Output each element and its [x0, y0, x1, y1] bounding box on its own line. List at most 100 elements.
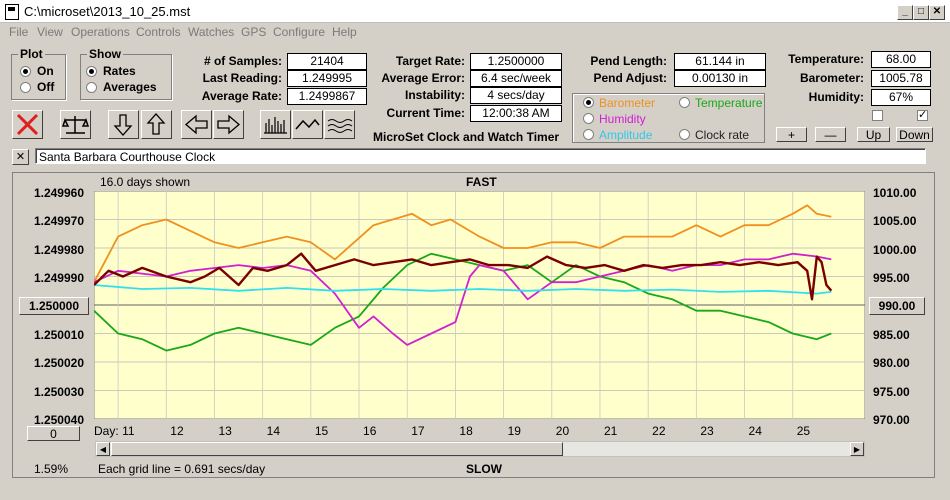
amplitude-option: Amplitude — [599, 128, 653, 142]
left-tick-label: 1.250020 — [33, 356, 84, 370]
right-checkbox[interactable]: ✓ — [917, 109, 928, 121]
chart-plot-area — [94, 191, 865, 419]
humidity-radio[interactable] — [583, 113, 594, 124]
menu-view[interactable]: View — [37, 25, 63, 39]
right-tick-label: 970.00 — [873, 413, 910, 427]
grid-note: Each grid line = 0.691 secs/day — [98, 462, 266, 476]
left-tick-label: 1.249990 — [33, 271, 84, 285]
smooth-wave-icon — [327, 119, 353, 133]
day-tick-label: 11 — [122, 424, 135, 438]
barometer-radio[interactable] — [583, 97, 594, 108]
clock-rate-radio[interactable] — [679, 129, 690, 140]
show-group: Show — [80, 47, 172, 100]
pend-length-value: 61.144 in — [674, 53, 766, 70]
right-tick-label: 995.00 — [873, 271, 910, 285]
left-checkbox[interactable] — [872, 110, 883, 121]
histogram-icon — [264, 117, 287, 134]
center-baro-button[interactable]: 990.00 — [869, 297, 925, 315]
menu-configure[interactable]: Configure — [273, 25, 326, 39]
arrow-right-icon — [217, 114, 241, 135]
arrow-down-icon — [113, 114, 133, 136]
menu-watches[interactable]: Watches — [188, 25, 235, 39]
horizontal-scrollbar[interactable]: ◀ ▶ — [95, 441, 865, 457]
aux-options-box — [572, 93, 765, 143]
show-averages-radio[interactable] — [86, 82, 97, 93]
menu-help[interactable]: Help — [332, 25, 357, 39]
show-rates-label: Rates — [103, 64, 136, 78]
red-x-icon — [16, 113, 39, 136]
plus-button[interactable]: + — [776, 127, 807, 142]
rate-down-button[interactable] — [108, 110, 139, 139]
current-time-label: Current Time: — [386, 106, 465, 120]
pend-adjust-label: Pend Adjust: — [593, 71, 667, 85]
day-tick-label: 13 — [218, 424, 232, 438]
smooth-view-button[interactable] — [324, 110, 355, 139]
arrow-left-icon — [184, 114, 208, 135]
rate-up-button[interactable] — [141, 110, 172, 139]
app-subtitle: MicroSet Clock and Watch Timer — [373, 130, 560, 144]
average-error-value: 6.4 sec/week — [470, 70, 562, 87]
fast-label: FAST — [466, 175, 497, 189]
target-rate-value: 1.2500000 — [470, 53, 562, 70]
up-button[interactable]: Up — [857, 127, 890, 142]
down-button[interactable]: Down — [896, 127, 933, 142]
right-tick-label: 980.00 — [873, 356, 910, 370]
menu-gps[interactable]: GPS — [241, 25, 267, 39]
day-tick-label: 15 — [314, 424, 329, 438]
chart-frame — [12, 172, 935, 478]
temperature-label: Temperature: — [788, 52, 864, 66]
series-line-temperature — [94, 252, 832, 352]
scroll-right-button[interactable] — [213, 110, 244, 139]
instability-value: 4 secs/day — [470, 87, 562, 104]
clock-name-text: Santa Barbara Courthouse Clock — [39, 150, 216, 164]
scroll-right-arrow[interactable]: ▶ — [850, 442, 864, 456]
day-tick-label: 23 — [700, 424, 714, 438]
day-tick-label: 16 — [363, 424, 377, 438]
menu-bar: File View Operations Controls Watches GP… — [0, 23, 950, 41]
samples-label: # of Samples: — [203, 54, 282, 68]
clock-name-field[interactable]: Santa Barbara Courthouse Clock — [35, 148, 926, 164]
left-tick-label: 1.250040 — [33, 413, 84, 427]
day-tick-label: 12 — [170, 424, 184, 438]
humidity-value: 67% — [871, 89, 931, 106]
pend-length-label: Pend Length: — [590, 54, 667, 68]
maximize-button[interactable]: □ — [913, 5, 929, 20]
pend-adjust-value: 0.00130 in — [674, 70, 766, 87]
center-rate-button[interactable]: 1.250000 — [19, 297, 89, 315]
balance-button[interactable] — [60, 110, 91, 139]
line-view-button[interactable] — [292, 110, 323, 139]
series-line-barometer — [94, 204, 832, 283]
plot-group: Plot — [11, 47, 66, 100]
delete-button[interactable] — [12, 110, 43, 139]
amplitude-radio[interactable] — [583, 129, 594, 140]
day-tick-label: 22 — [652, 424, 666, 438]
menu-controls[interactable]: Controls — [136, 25, 181, 39]
day-tick-label: 20 — [555, 424, 570, 438]
humidity-option: Humidity — [599, 112, 646, 126]
plot-on-radio[interactable] — [20, 66, 31, 77]
day-tick-label: 18 — [459, 424, 473, 438]
day-tick-label: 17 — [411, 424, 425, 438]
show-group-title: Show — [87, 47, 123, 61]
minimize-button[interactable]: _ — [897, 5, 913, 20]
temperature-radio[interactable] — [679, 97, 690, 108]
plot-off-radio[interactable] — [20, 82, 31, 93]
show-rates-radio[interactable] — [86, 66, 97, 77]
plot-off-label: Off — [37, 80, 55, 94]
series-line-clock-rate — [94, 252, 833, 301]
day-tick-label: 14 — [266, 424, 281, 438]
scroll-thumb[interactable] — [111, 442, 563, 456]
close-window-button[interactable]: ✕ — [929, 5, 945, 20]
right-tick-label: 1005.00 — [873, 214, 917, 228]
minus-button[interactable]: — — [815, 127, 846, 142]
right-tick-label: 985.00 — [873, 328, 910, 342]
barometer-option: Barometer — [599, 96, 656, 110]
plot-on-label: On — [37, 64, 54, 78]
close-clock-button[interactable]: ✕ — [12, 149, 29, 165]
offset-button[interactable]: 0 — [27, 426, 80, 441]
scroll-left-arrow[interactable]: ◀ — [96, 442, 110, 456]
menu-operations[interactable]: Operations — [71, 25, 130, 39]
scroll-left-button[interactable] — [181, 110, 212, 139]
histogram-button[interactable] — [260, 110, 291, 139]
menu-file[interactable]: File — [9, 25, 29, 39]
